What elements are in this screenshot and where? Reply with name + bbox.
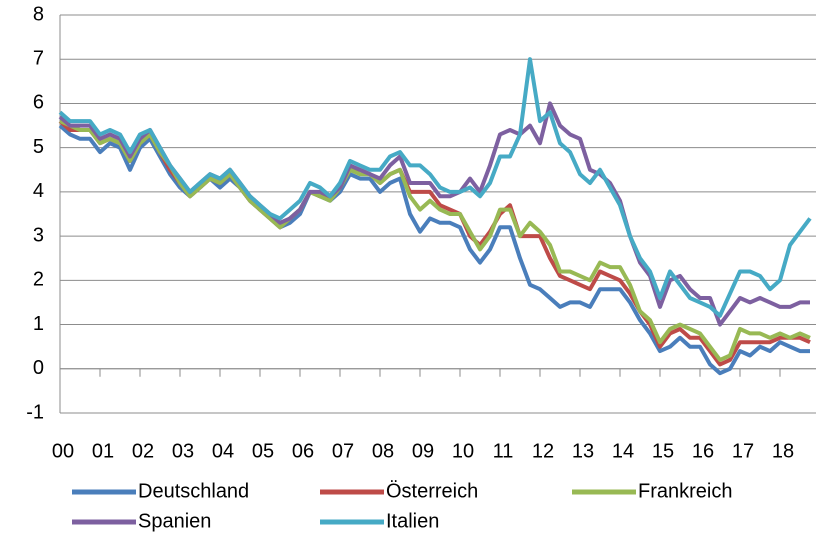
x-tick-label: 04 [212,440,234,462]
x-tick-label: 01 [92,440,114,462]
legend-label: Österreich [386,480,478,502]
x-tick-label: 09 [412,440,434,462]
x-tick-label: 13 [572,440,594,462]
x-tick-label: 15 [652,440,674,462]
x-tick-label: 02 [132,440,154,462]
legend-label: Deutschland [138,480,249,502]
y-tick-label: 2 [33,269,44,291]
y-tick-label: 3 [33,224,44,246]
x-tick-label: 05 [252,440,274,462]
x-tick-label: 00 [52,440,74,462]
x-tick-label: 06 [292,440,314,462]
y-tick-label: 5 [33,136,44,158]
series-line [58,57,812,318]
series-line [58,119,811,367]
x-tick-label: 12 [532,440,554,462]
legend-label: Frankreich [638,480,732,502]
series-line [58,101,810,327]
y-tick-label: 8 [33,3,44,25]
x-tick-label: 08 [372,440,394,462]
legend-label: Spanien [138,510,211,532]
series-line [59,119,811,362]
y-tick-label: 0 [33,357,44,379]
y-tick-label: 6 [33,92,44,114]
legend-label: Italien [386,510,439,532]
x-tick-label: 18 [772,440,794,462]
x-tick-label: 14 [612,440,634,462]
x-tick-label: 07 [332,440,354,462]
x-tick-label: 11 [493,440,514,462]
x-tick-label: 03 [172,440,194,462]
y-tick-label: 1 [33,313,44,335]
y-tick-label: -1 [26,401,44,423]
y-tick-label: 7 [33,48,44,70]
x-tick-label: 10 [452,440,474,462]
y-tick-label: 4 [33,180,44,202]
x-tick-label: 17 [732,440,754,462]
x-tick-label: 16 [692,440,714,462]
